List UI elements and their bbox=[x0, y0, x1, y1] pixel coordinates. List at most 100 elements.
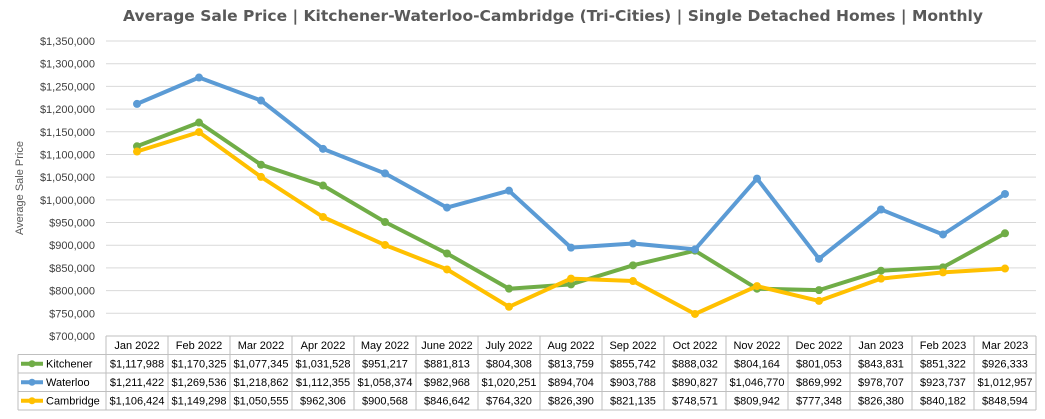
y-tick-label: $1,300,000 bbox=[40, 59, 95, 71]
x-category-label: Feb 2022 bbox=[176, 340, 222, 352]
y-axis-label: Average Sale Price bbox=[14, 141, 26, 235]
x-category-label: July 2022 bbox=[485, 340, 532, 352]
gridlines bbox=[106, 40, 1036, 337]
y-tick-label: $1,250,000 bbox=[40, 81, 95, 93]
table-cell: $1,218,862 bbox=[233, 377, 288, 389]
table-cell: $813,759 bbox=[548, 359, 594, 371]
data-point-cambridge bbox=[877, 274, 885, 283]
data-point-cambridge bbox=[319, 212, 327, 221]
data-point-kitchener bbox=[877, 266, 885, 275]
legend-label-waterloo: Waterloo bbox=[46, 377, 90, 389]
table-cell: $855,742 bbox=[610, 359, 656, 371]
table-cell: $1,020,251 bbox=[481, 377, 536, 389]
table-cell: $846,642 bbox=[424, 396, 470, 408]
x-category-label: Feb 2023 bbox=[920, 340, 966, 352]
table-cell: $804,308 bbox=[486, 359, 532, 371]
data-point-waterloo bbox=[1001, 189, 1009, 198]
data-point-cambridge bbox=[567, 274, 575, 283]
data-point-waterloo bbox=[133, 99, 141, 108]
table-cell: $951,217 bbox=[362, 359, 408, 371]
x-category-label: Apr 2022 bbox=[301, 340, 346, 352]
x-category-label: May 2022 bbox=[361, 340, 409, 352]
table-cell: $982,968 bbox=[424, 377, 470, 389]
table-cell: $894,704 bbox=[548, 377, 594, 389]
legend-marker-waterloo bbox=[28, 378, 36, 386]
table-cell: $804,164 bbox=[734, 359, 780, 371]
table-cell: $1,058,374 bbox=[357, 377, 412, 389]
table-cell: $1,031,528 bbox=[295, 359, 350, 371]
data-point-cambridge bbox=[815, 296, 823, 305]
table-cell: $840,182 bbox=[920, 396, 966, 408]
data-point-kitchener bbox=[815, 286, 823, 295]
data-point-kitchener bbox=[567, 280, 575, 289]
x-category-label: Oct 2022 bbox=[673, 340, 718, 352]
data-point-waterloo bbox=[257, 96, 265, 105]
table-cell: $978,707 bbox=[858, 377, 904, 389]
table-cell: $1,077,345 bbox=[233, 359, 288, 371]
table-cell: $903,788 bbox=[610, 377, 656, 389]
data-point-waterloo bbox=[877, 205, 885, 214]
data-table: Jan 2022 Feb 2022 Mar 2022 Apr 2022 May 2022… bbox=[17, 335, 1037, 411]
legend-marker-kitchener bbox=[28, 360, 36, 368]
y-tick-label: $1,000,000 bbox=[40, 195, 95, 207]
series-lines bbox=[133, 73, 1009, 318]
data-point-kitchener bbox=[505, 284, 513, 293]
data-point-cambridge bbox=[195, 128, 203, 137]
table-cell: $1,149,298 bbox=[171, 396, 226, 408]
data-point-waterloo bbox=[443, 203, 451, 212]
data-point-waterloo bbox=[505, 186, 513, 195]
y-tick-label: $1,350,000 bbox=[40, 36, 95, 48]
table-cell: $1,117,988 bbox=[110, 359, 164, 371]
x-category-label: Mar 2022 bbox=[238, 340, 284, 352]
data-point-waterloo bbox=[319, 144, 327, 153]
table-cell: $890,827 bbox=[672, 377, 718, 389]
y-tick-label: $1,050,000 bbox=[40, 172, 95, 184]
table-cell: $801,053 bbox=[796, 359, 842, 371]
data-point-kitchener bbox=[443, 249, 451, 258]
data-point-cambridge bbox=[443, 265, 451, 274]
data-point-cambridge bbox=[1001, 264, 1009, 273]
table-cell: $1,269,536 bbox=[171, 377, 226, 389]
table-cell: $777,348 bbox=[796, 396, 842, 408]
data-point-cambridge bbox=[939, 268, 947, 277]
table-cell: $1,170,325 bbox=[171, 359, 226, 371]
legend-label-cambridge: Cambridge bbox=[46, 396, 100, 408]
y-tick-label: $800,000 bbox=[49, 286, 95, 298]
table-cell: $826,380 bbox=[858, 396, 904, 408]
data-point-waterloo bbox=[381, 169, 389, 178]
data-point-cambridge bbox=[753, 282, 761, 291]
x-category-label: June 2022 bbox=[421, 340, 472, 352]
x-category-label: Jan 2022 bbox=[114, 340, 159, 352]
legend-label-kitchener: Kitchener bbox=[46, 359, 93, 371]
x-category-label: Nov 2022 bbox=[733, 340, 780, 352]
table-cell: $1,211,422 bbox=[110, 377, 164, 389]
table-cell: $843,831 bbox=[858, 359, 904, 371]
series-line-kitchener bbox=[135, 120, 1007, 293]
table-cell: $1,046,770 bbox=[729, 377, 784, 389]
x-category-label: Aug 2022 bbox=[547, 340, 594, 352]
data-point-waterloo bbox=[195, 73, 203, 82]
y-tick-label: $950,000 bbox=[49, 218, 95, 230]
table-cell: $764,320 bbox=[486, 396, 532, 408]
data-point-cambridge bbox=[381, 240, 389, 249]
y-tick-label: $700,000 bbox=[49, 331, 95, 343]
legend-marker-cambridge bbox=[28, 397, 36, 405]
data-point-waterloo bbox=[815, 254, 823, 263]
table-cell: $1,012,957 bbox=[977, 377, 1032, 389]
table-cell: $1,050,555 bbox=[233, 396, 288, 408]
y-tick-label: $750,000 bbox=[49, 308, 95, 320]
table-cell: $923,737 bbox=[920, 377, 966, 389]
data-point-waterloo bbox=[691, 245, 699, 254]
data-point-kitchener bbox=[381, 217, 389, 226]
table-cell: $826,390 bbox=[548, 396, 594, 408]
data-point-waterloo bbox=[629, 239, 637, 248]
table-cell: $1,112,355 bbox=[296, 377, 350, 389]
data-point-kitchener bbox=[1001, 229, 1009, 238]
chart-title: Average Sale Price | Kitchener-Waterloo-… bbox=[123, 7, 983, 26]
data-point-waterloo bbox=[939, 230, 947, 239]
data-point-kitchener bbox=[319, 181, 327, 190]
data-point-cambridge bbox=[629, 277, 637, 286]
table-cell: $962,306 bbox=[300, 396, 346, 408]
